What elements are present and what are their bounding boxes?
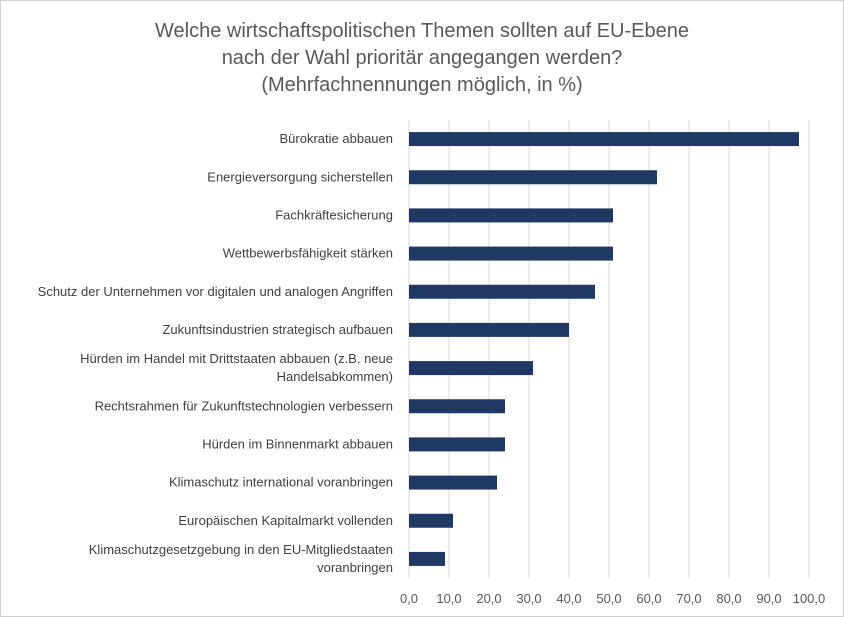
- x-tick-label: 0,0: [400, 591, 418, 606]
- x-tick-label: 50,0: [596, 591, 621, 606]
- x-tick-label: 90,0: [756, 591, 781, 606]
- x-tick-label: 30,0: [516, 591, 541, 606]
- x-tick-label: 70,0: [676, 591, 701, 606]
- category-labels: Bürokratie abbauen Energieversorgung sich…: [38, 131, 393, 575]
- category-label: Klimaschutzgesetzgebung in den EU-Mitgli…: [89, 542, 393, 575]
- bar: [409, 513, 453, 528]
- category-label: Zukunftsindustrien strategisch aufbauen: [162, 322, 393, 337]
- bar: [409, 361, 533, 376]
- x-tick-label: 80,0: [716, 591, 741, 606]
- bar: [409, 132, 799, 147]
- bar: [409, 208, 613, 223]
- category-label: Wettbewerbsfähigkeit stärken: [223, 246, 393, 261]
- chart-title: Welche wirtschaftspolitischen Themen sol…: [155, 20, 689, 96]
- x-tick-label: 60,0: [636, 591, 661, 606]
- chart-title-line-1: Welche wirtschaftspolitischen Themen sol…: [155, 20, 689, 42]
- category-label: Klimaschutz international voranbringen: [169, 475, 393, 490]
- bar: [409, 322, 569, 337]
- category-label: Fachkräftesicherung: [275, 207, 393, 222]
- bar: [409, 475, 497, 490]
- bars: [409, 132, 799, 566]
- bar: [409, 246, 613, 261]
- bar: [409, 437, 505, 452]
- bar: [409, 551, 445, 566]
- x-axis-ticks: 0,0 10,0 20,0 30,0 40,0 50,0 60,0 70,0 80,0 90,0 1…: [400, 591, 825, 606]
- category-label: Bürokratie abbauen: [280, 131, 393, 146]
- category-label: Europäischen Kapitalmarkt vollenden: [178, 513, 393, 528]
- x-tick-label: 40,0: [556, 591, 581, 606]
- x-tick-label: 100,0: [793, 591, 826, 606]
- category-label: Hürden im Binnenmarkt abbauen: [202, 436, 393, 451]
- category-label: Schutz der Unternehmen vor digitalen und…: [38, 284, 393, 299]
- bar: [409, 399, 505, 414]
- chart-title-line-2: nach der Wahl prioritär angegangen werde…: [222, 47, 623, 69]
- x-tick-label: 10,0: [436, 591, 461, 606]
- chart-title-line-3: (Mehrfachnennungen möglich, in %): [261, 74, 582, 96]
- category-label: Hürden im Handel mit Drittstaaten abbaue…: [80, 351, 393, 384]
- bar: [409, 170, 657, 185]
- x-tick-label: 20,0: [476, 591, 501, 606]
- category-label: Rechtsrahmen für Zukunftstechnologien ve…: [95, 398, 393, 413]
- category-label: Energieversorgung sicherstellen: [207, 169, 393, 184]
- gridlines: [408, 120, 810, 578]
- bar: [409, 284, 595, 299]
